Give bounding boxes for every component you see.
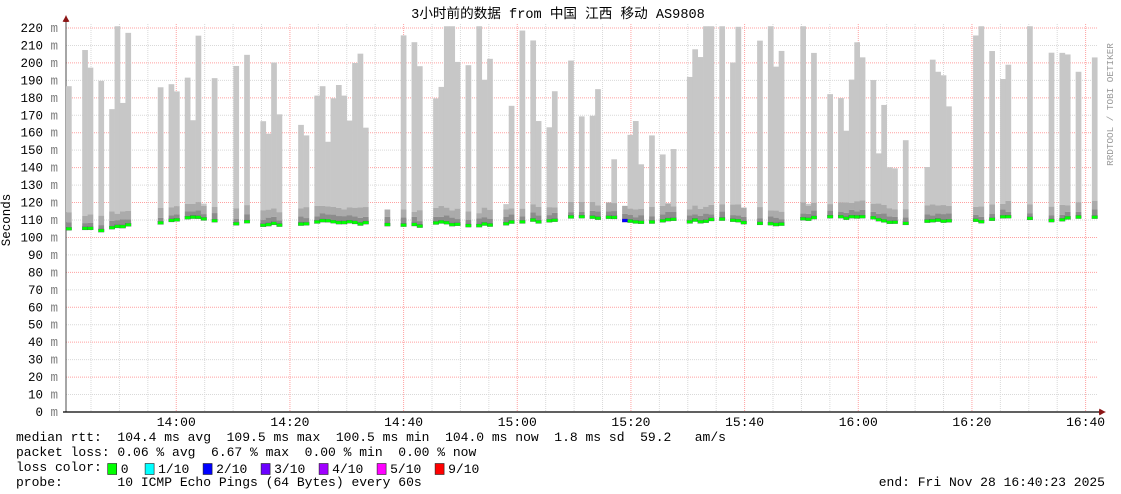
svg-text:15:40: 15:40 (725, 415, 764, 430)
svg-text:220 m: 220 m (20, 22, 58, 36)
svg-text:0: 0 (121, 462, 129, 477)
svg-text:16:20: 16:20 (952, 415, 991, 430)
svg-text:140 m: 140 m (20, 162, 58, 176)
svg-text:150 m: 150 m (20, 144, 58, 158)
svg-text:probe: 10 ICMP Echo Ping: probe: 10 ICMP Echo Pings (64 Bytes) eve… (16, 475, 422, 490)
svg-text:180 m: 180 m (20, 92, 58, 106)
svg-text:20 m: 20 m (28, 371, 58, 385)
svg-text:median rtt: 104.4 ms avg 109: median rtt: 104.4 ms avg 109.5 ms max 10… (16, 430, 726, 445)
svg-text:5/10: 5/10 (390, 462, 421, 477)
svg-text:160 m: 160 m (20, 127, 58, 141)
svg-text:210 m: 210 m (20, 39, 58, 53)
svg-text:15:20: 15:20 (611, 415, 650, 430)
svg-text:16:00: 16:00 (839, 415, 878, 430)
svg-text:2/10: 2/10 (216, 462, 247, 477)
svg-text:130 m: 130 m (20, 179, 58, 193)
svg-text:16:40: 16:40 (1066, 415, 1105, 430)
svg-text:170 m: 170 m (20, 109, 58, 123)
svg-text:190 m: 190 m (20, 74, 58, 88)
svg-text:15:00: 15:00 (498, 415, 537, 430)
svg-text:110 m: 110 m (20, 214, 58, 228)
svg-text:60 m: 60 m (28, 301, 58, 315)
svg-text:100 m: 100 m (20, 231, 58, 245)
svg-text:90 m: 90 m (28, 249, 58, 263)
svg-text:80 m: 80 m (28, 266, 58, 280)
svg-text:end: Fri Nov 28 16:40:23 2025: end: Fri Nov 28 16:40:23 2025 (879, 475, 1105, 490)
svg-text:40 m: 40 m (28, 336, 58, 350)
svg-text:9/10: 9/10 (448, 462, 479, 477)
svg-text:RRDTOOL / TOBI OETIKER: RRDTOOL / TOBI OETIKER (1105, 43, 1116, 166)
svg-text:14:20: 14:20 (270, 415, 309, 430)
svg-text:4/10: 4/10 (332, 462, 363, 477)
svg-text:120 m: 120 m (20, 197, 58, 211)
svg-text:10 m: 10 m (28, 389, 58, 403)
svg-text:200 m: 200 m (20, 57, 58, 71)
svg-text:3/10: 3/10 (274, 462, 305, 477)
svg-text:Seconds: Seconds (0, 194, 14, 247)
svg-text:50 m: 50 m (28, 319, 58, 333)
svg-text:30 m: 30 m (28, 354, 58, 368)
svg-text:14:00: 14:00 (157, 415, 196, 430)
svg-text:loss color:: loss color: (16, 460, 102, 475)
svg-text:3小时前的数据 from 中国 江西 移动 AS9808: 3小时前的数据 from 中国 江西 移动 AS9808 (411, 5, 705, 23)
svg-text:0 m: 0 m (35, 406, 58, 420)
svg-text:70 m: 70 m (28, 284, 58, 298)
svg-text:14:40: 14:40 (384, 415, 423, 430)
svg-text:1/10: 1/10 (158, 462, 189, 477)
svg-text:packet loss: 0.06 % avg 6.67: packet loss: 0.06 % avg 6.67 % max 0.00 … (16, 445, 476, 460)
